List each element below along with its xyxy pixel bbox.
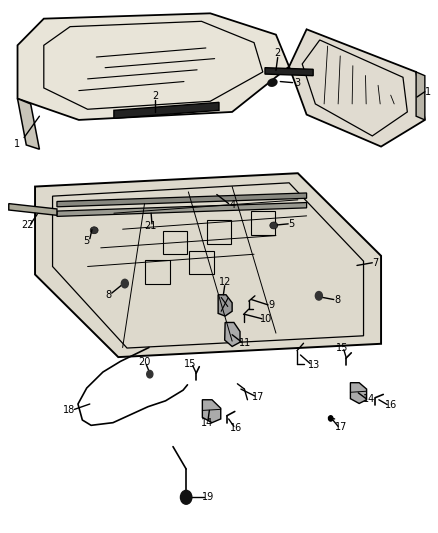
Polygon shape — [350, 383, 367, 403]
Text: 19: 19 — [201, 492, 214, 502]
Text: 13: 13 — [307, 360, 320, 369]
Circle shape — [315, 292, 322, 300]
Text: 10: 10 — [260, 314, 272, 324]
Text: 2: 2 — [152, 91, 159, 101]
Text: 14: 14 — [201, 418, 213, 427]
Text: 22: 22 — [21, 221, 33, 230]
Bar — [189, 251, 214, 274]
Text: 16: 16 — [385, 400, 397, 410]
Text: 15: 15 — [336, 343, 349, 352]
Text: 21: 21 — [144, 221, 156, 231]
Circle shape — [147, 370, 153, 378]
Polygon shape — [114, 102, 219, 118]
Polygon shape — [18, 99, 39, 149]
Polygon shape — [289, 29, 425, 147]
Text: 20: 20 — [138, 358, 151, 367]
Text: 12: 12 — [219, 278, 231, 287]
Text: 9: 9 — [268, 300, 275, 310]
Polygon shape — [225, 322, 240, 346]
Polygon shape — [57, 203, 307, 216]
Bar — [251, 211, 275, 235]
Circle shape — [121, 279, 128, 288]
Bar — [207, 220, 231, 244]
Polygon shape — [35, 173, 381, 357]
Ellipse shape — [270, 222, 278, 229]
Polygon shape — [9, 204, 57, 215]
Text: 2: 2 — [275, 49, 281, 58]
Text: 17: 17 — [252, 392, 265, 402]
Ellipse shape — [90, 227, 98, 233]
Polygon shape — [416, 72, 425, 120]
Text: 14: 14 — [363, 394, 375, 404]
Text: 8: 8 — [334, 295, 340, 304]
Text: 3: 3 — [294, 78, 300, 87]
Text: 1: 1 — [14, 139, 20, 149]
Text: 17: 17 — [335, 423, 347, 432]
Text: 1: 1 — [425, 87, 431, 96]
Text: 15: 15 — [184, 359, 197, 368]
Polygon shape — [202, 400, 221, 423]
Text: 7: 7 — [373, 258, 379, 268]
Text: 8: 8 — [105, 290, 111, 300]
Text: 5: 5 — [84, 237, 90, 246]
Circle shape — [180, 490, 192, 504]
Text: 11: 11 — [239, 338, 251, 348]
Bar — [163, 231, 187, 254]
Polygon shape — [18, 13, 289, 120]
Polygon shape — [265, 68, 313, 76]
Polygon shape — [57, 193, 307, 207]
Bar — [145, 260, 170, 284]
Text: 18: 18 — [63, 406, 75, 415]
Ellipse shape — [267, 78, 278, 87]
Text: 16: 16 — [230, 423, 243, 433]
Text: 4: 4 — [229, 200, 235, 209]
Text: 5: 5 — [288, 219, 294, 229]
Circle shape — [328, 416, 333, 421]
Polygon shape — [218, 295, 232, 316]
